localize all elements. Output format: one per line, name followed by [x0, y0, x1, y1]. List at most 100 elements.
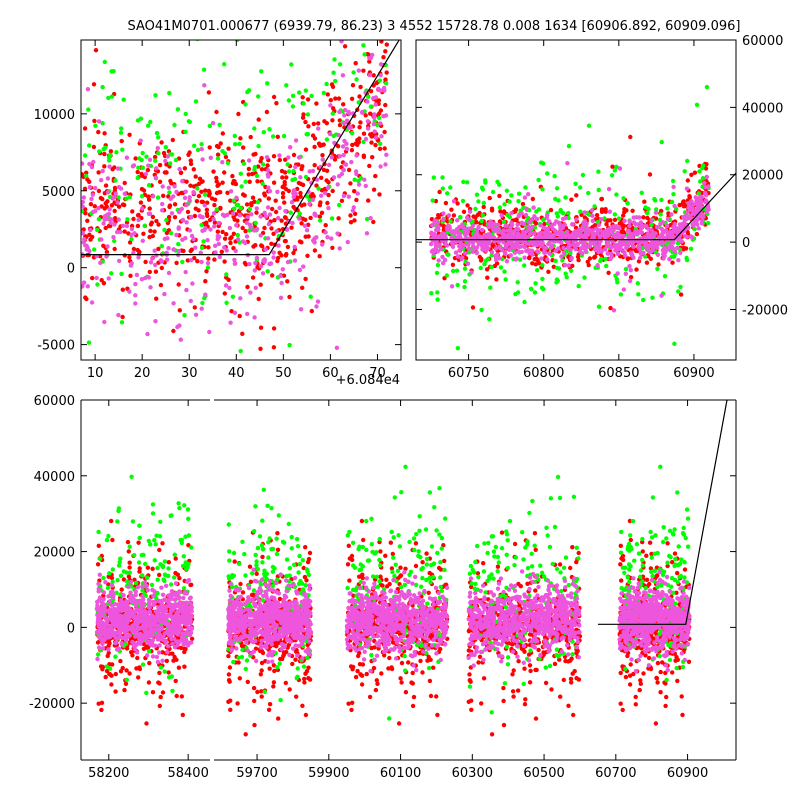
zoom-left-point [106, 223, 112, 229]
zoom-left-point [86, 107, 91, 112]
full-point [137, 535, 142, 541]
zoom-right-point [699, 221, 704, 226]
zoom-left-point [293, 164, 298, 170]
zoom-left-xtick-label: 10 [87, 366, 104, 381]
full-point [104, 537, 110, 543]
zoom-right-point [659, 293, 664, 298]
full-point [156, 628, 162, 633]
zoom-right-point [685, 178, 690, 183]
zoom-left-point [87, 179, 92, 184]
zoom-left-point [146, 275, 152, 280]
zoom-left-point [104, 216, 109, 222]
zoom-left-point [109, 217, 114, 222]
zoom-left-point [383, 162, 388, 167]
zoom-right-point [605, 251, 610, 256]
zoom-right-point [641, 297, 646, 303]
zoom-right-point [527, 248, 532, 253]
full-point [275, 531, 280, 536]
zoom-right-point [479, 307, 484, 313]
full-point [181, 554, 186, 559]
zoom-left-point [138, 138, 143, 143]
zoom-right-point [497, 193, 502, 199]
full-point [128, 590, 133, 595]
zoom-left-point [311, 121, 316, 127]
zoom-left-point [168, 161, 173, 166]
zoom-left-point [89, 196, 94, 202]
zoom-left-point [220, 212, 226, 217]
zoom-right-point [654, 207, 659, 212]
zoom-left-point [331, 175, 337, 180]
zoom-left-point [238, 205, 243, 211]
full-point [150, 638, 155, 643]
zoom-left-point [127, 255, 132, 260]
full-point [118, 573, 124, 578]
zoom-right-point [575, 241, 580, 247]
zoom-right-point [514, 256, 519, 261]
zoom-left-point [251, 152, 256, 157]
zoom-right-point [537, 242, 542, 247]
zoom-left-point [153, 93, 158, 98]
zoom-left-point [91, 159, 96, 165]
zoom-left-point [131, 216, 136, 222]
zoom-right-point [681, 247, 686, 252]
full-point [267, 666, 272, 671]
zoom-left-point [185, 209, 191, 215]
zoom-left-xtick-label: 40 [228, 366, 245, 381]
zoom-left-point [252, 268, 257, 273]
full-point [303, 545, 308, 550]
zoom-left-point [112, 246, 117, 252]
zoom-left-point [176, 241, 181, 247]
zoom-left-point [84, 247, 89, 252]
zoom-left-point [260, 181, 265, 187]
zoom-left-point [275, 258, 280, 264]
full-point [177, 595, 182, 600]
zoom-left-point [256, 296, 261, 302]
zoom-left-ytick-label: 5000 [42, 185, 75, 200]
zoom-left-point [208, 155, 213, 160]
zoom-left-point [184, 202, 189, 208]
zoom-left-point [247, 261, 252, 267]
full-point [175, 572, 180, 577]
zoom-right-point [684, 234, 690, 239]
zoom-right-point [502, 219, 507, 225]
zoom-right-point [435, 262, 441, 268]
zoom-right-point [533, 262, 538, 267]
zoom-left-point [93, 123, 98, 128]
zoom-right-point [690, 211, 696, 216]
zoom-right-point [493, 246, 499, 251]
zoom-left-point [171, 328, 176, 334]
zoom-right-point [534, 216, 540, 222]
full-point [107, 571, 112, 576]
zoom-left-point [96, 216, 102, 222]
zoom-left-point [85, 218, 90, 223]
zoom-left-point [300, 285, 305, 290]
full-point [160, 592, 166, 597]
full-point [130, 609, 136, 614]
zoom-left-point [84, 170, 89, 175]
zoom-left-point [326, 205, 331, 211]
zoom-left-point [247, 228, 252, 233]
zoom-right-point [641, 215, 646, 220]
zoom-left-point [255, 179, 260, 184]
zoom-left-point [329, 82, 335, 87]
zoom-right-point [697, 169, 702, 174]
zoom-left-point [254, 206, 259, 211]
zoom-left-point [188, 161, 194, 167]
zoom-right-point [606, 242, 611, 247]
zoom-left-point [384, 42, 389, 47]
zoom-left-point [283, 238, 288, 244]
full-point [130, 623, 135, 629]
zoom-left-point [174, 189, 179, 195]
zoom-left-point [310, 168, 316, 174]
zoom-right-point [671, 192, 676, 197]
zoom-left-point [265, 205, 271, 210]
zoom-left-point [193, 312, 199, 317]
zoom-left-point [193, 174, 198, 179]
zoom-right-point [635, 222, 640, 227]
zoom-right-point [592, 255, 597, 260]
zoom-left-point [289, 225, 294, 230]
zoom-right-point [447, 226, 452, 231]
zoom-left-point [342, 120, 347, 126]
zoom-left-point [330, 245, 335, 250]
zoom-left-point [164, 170, 169, 175]
